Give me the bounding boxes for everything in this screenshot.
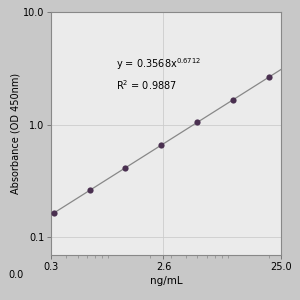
Point (159, 142, 164, 147)
Text: y = 0.3568x$^{0.6712}$: y = 0.3568x$^{0.6712}$ (116, 56, 201, 72)
Point (195, 120, 200, 125)
Point (267, 74, 272, 79)
Y-axis label: Absorbance (OD 450nm): Absorbance (OD 450nm) (11, 73, 20, 194)
Point (231, 97, 236, 102)
Point (51, 211, 56, 216)
X-axis label: ng/mL: ng/mL (150, 276, 182, 286)
Text: R$^{2}$ = 0.9887: R$^{2}$ = 0.9887 (116, 78, 177, 92)
Text: 0.0: 0.0 (9, 270, 24, 280)
Point (123, 165, 128, 170)
Point (87, 188, 92, 193)
